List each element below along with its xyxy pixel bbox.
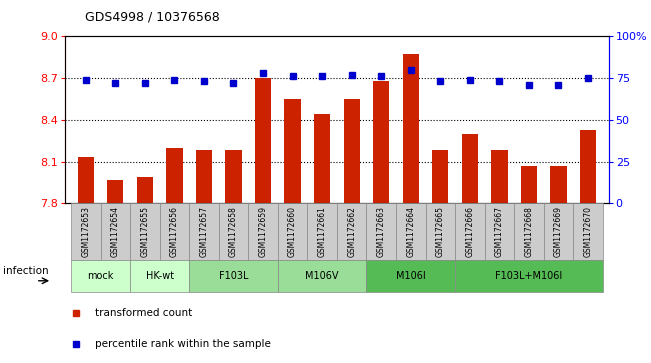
Text: GSM1172660: GSM1172660 — [288, 206, 297, 257]
Text: GSM1172664: GSM1172664 — [406, 206, 415, 257]
Text: percentile rank within the sample: percentile rank within the sample — [95, 339, 271, 349]
Text: GSM1172667: GSM1172667 — [495, 206, 504, 257]
Text: HK-wt: HK-wt — [146, 271, 174, 281]
Text: GSM1172668: GSM1172668 — [525, 206, 533, 257]
Bar — [373, 81, 389, 203]
Text: GSM1172665: GSM1172665 — [436, 206, 445, 257]
Bar — [219, 203, 248, 260]
Bar — [130, 260, 189, 292]
Text: GSM1172656: GSM1172656 — [170, 206, 179, 257]
Bar — [278, 260, 367, 292]
Bar — [248, 203, 278, 260]
Text: infection: infection — [3, 266, 49, 276]
Text: GSM1172663: GSM1172663 — [377, 206, 385, 257]
Text: mock: mock — [87, 271, 114, 281]
Bar — [137, 177, 153, 203]
Bar — [396, 203, 426, 260]
Bar — [580, 130, 596, 203]
Bar — [100, 203, 130, 260]
Bar — [492, 150, 508, 203]
Bar — [307, 203, 337, 260]
Bar — [71, 203, 100, 260]
Text: M106V: M106V — [305, 271, 339, 281]
Bar — [278, 203, 307, 260]
Bar — [521, 166, 537, 203]
Bar — [314, 114, 330, 203]
Bar — [367, 260, 455, 292]
Text: GSM1172666: GSM1172666 — [465, 206, 475, 257]
Bar — [455, 203, 484, 260]
Bar — [462, 134, 478, 203]
Bar — [426, 203, 455, 260]
Text: GSM1172670: GSM1172670 — [583, 206, 592, 257]
Text: transformed count: transformed count — [95, 308, 193, 318]
Text: M106I: M106I — [396, 271, 426, 281]
Bar — [189, 203, 219, 260]
Bar — [255, 78, 271, 203]
Text: GSM1172662: GSM1172662 — [347, 206, 356, 257]
Bar — [77, 157, 94, 203]
Text: GSM1172657: GSM1172657 — [199, 206, 208, 257]
Bar — [544, 203, 574, 260]
Text: F103L+M106I: F103L+M106I — [495, 271, 562, 281]
Text: GSM1172655: GSM1172655 — [141, 206, 149, 257]
Bar — [107, 180, 124, 203]
Bar — [484, 203, 514, 260]
Bar — [574, 203, 603, 260]
Bar — [159, 203, 189, 260]
Text: GDS4998 / 10376568: GDS4998 / 10376568 — [85, 11, 219, 24]
Text: GSM1172661: GSM1172661 — [318, 206, 327, 257]
Text: GSM1172658: GSM1172658 — [229, 206, 238, 257]
Text: GSM1172659: GSM1172659 — [258, 206, 268, 257]
Bar — [337, 203, 367, 260]
Bar — [225, 150, 242, 203]
Bar — [166, 148, 182, 203]
Text: GSM1172654: GSM1172654 — [111, 206, 120, 257]
Text: GSM1172653: GSM1172653 — [81, 206, 90, 257]
Bar — [71, 260, 130, 292]
Bar — [367, 203, 396, 260]
Bar — [189, 260, 278, 292]
Text: GSM1172669: GSM1172669 — [554, 206, 563, 257]
Bar — [455, 260, 603, 292]
Bar — [284, 99, 301, 203]
Bar — [402, 54, 419, 203]
Text: F103L: F103L — [219, 271, 248, 281]
Bar — [130, 203, 159, 260]
Bar — [196, 150, 212, 203]
Bar — [514, 203, 544, 260]
Bar — [432, 150, 449, 203]
Bar — [344, 99, 360, 203]
Bar — [550, 166, 566, 203]
